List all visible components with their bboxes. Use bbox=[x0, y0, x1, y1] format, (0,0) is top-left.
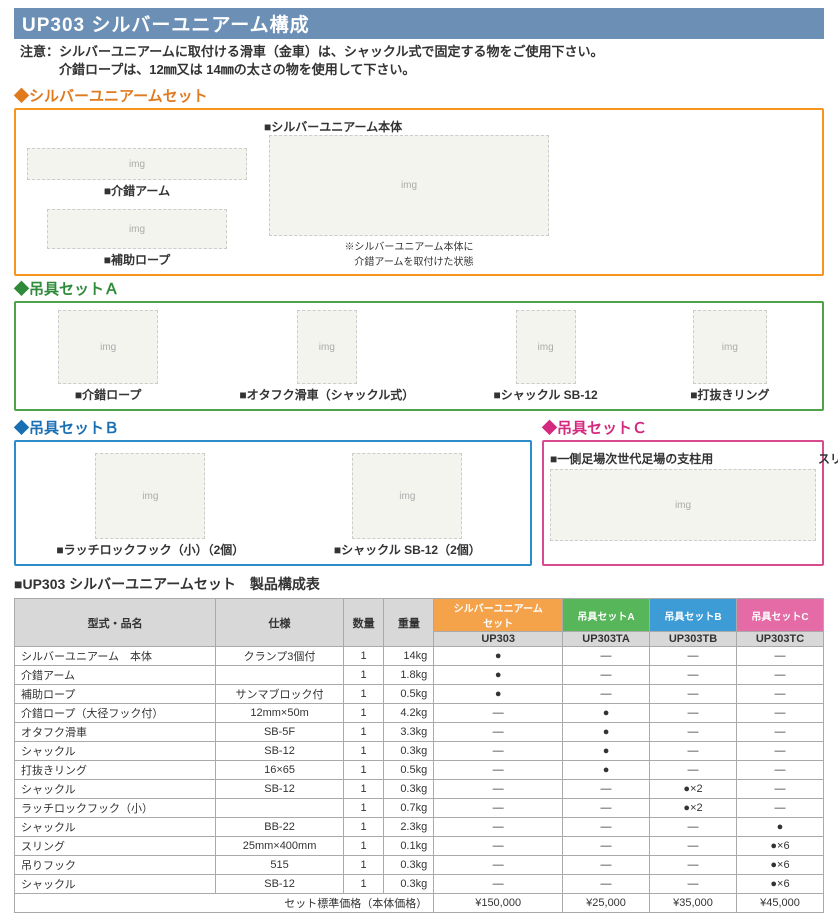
table-row: シルバーユニアーム 本体クランプ3個付114kg●——— bbox=[15, 647, 824, 666]
body-label: ■シルバーユニアーム本体 bbox=[264, 118, 402, 135]
rope-image: img bbox=[47, 209, 227, 249]
arm-image: img bbox=[27, 148, 247, 180]
price-3: ¥35,000 bbox=[650, 894, 737, 913]
caution-note: 注意：シルバーユニアームに取付ける滑車（金車）は、シャックル式で固定する物をご使… bbox=[14, 43, 824, 79]
th-s3: UP303TB bbox=[650, 632, 737, 647]
table-row: ラッチロックフック（小）10.7kg——●×2— bbox=[15, 799, 824, 818]
arm-label: ■介錯アーム bbox=[104, 182, 170, 199]
th-c2: 吊具セットA bbox=[563, 599, 650, 632]
set-c-box: ■一側足場次世代足場の支柱用 img スリング巾25mm×長さ400mm フック… bbox=[542, 440, 824, 566]
th-model: 型式・品名 bbox=[15, 599, 216, 647]
section-silver-set: ◆シルバーユニアームセット bbox=[14, 85, 824, 106]
table-row: 介錯ロープ（大径フック付）12mm×50m14.2kg—●—— bbox=[15, 704, 824, 723]
price-2: ¥25,000 bbox=[563, 894, 650, 913]
body-note: ※シルバーユニアーム本体に 介錯アームを取付けた状態 bbox=[344, 238, 473, 268]
setb-img2: img bbox=[352, 453, 462, 539]
th-c4: 吊具セットC bbox=[737, 599, 824, 632]
table-row: スリング25mm×400mm10.1kg———●×6 bbox=[15, 837, 824, 856]
rope-label: ■補助ロープ bbox=[104, 251, 171, 268]
seta-lbl2: ■オタフク滑車（シャックル式） bbox=[239, 386, 414, 403]
set-b-box: img ■ラッチロックフック（小）（2個） img ■シャックル SB-12（2個） bbox=[14, 440, 532, 566]
th-s1: UP303 bbox=[434, 632, 563, 647]
page-title: UP303 シルバーユニアーム構成 bbox=[14, 8, 824, 39]
th-wt: 重量 bbox=[384, 599, 434, 647]
body-image: img bbox=[269, 135, 549, 236]
seta-img3: img bbox=[516, 310, 576, 384]
setb-lbl2: ■シャックル SB-12（2個） bbox=[334, 541, 481, 558]
th-s2: UP303TA bbox=[563, 632, 650, 647]
setb-lbl1: ■ラッチロックフック（小）（2個） bbox=[56, 541, 244, 558]
th-c1: シルバーユニアーム セット bbox=[434, 599, 563, 632]
section-set-c: ◆吊具セットＣ bbox=[542, 417, 824, 438]
seta-lbl4: ■打抜きリング bbox=[690, 386, 769, 403]
seta-lbl3: ■シャックル SB-12 bbox=[493, 386, 597, 403]
seta-lbl1: ■介錯ロープ bbox=[75, 386, 142, 403]
seta-img4: img bbox=[693, 310, 767, 384]
th-qty: 数量 bbox=[343, 599, 384, 647]
footer-label: セット標準価格（本体価格） bbox=[15, 894, 434, 913]
table-row: シャックルSB-1210.3kg——●×2— bbox=[15, 780, 824, 799]
table-row: オタフク滑車SB-5F13.3kg—●—— bbox=[15, 723, 824, 742]
seta-img1: img bbox=[58, 310, 158, 384]
table-row: 介錯アーム11.8kg●——— bbox=[15, 666, 824, 685]
table-row: シャックルSB-1210.3kg—●—— bbox=[15, 742, 824, 761]
table-row: シャックルBB-2212.3kg———● bbox=[15, 818, 824, 837]
table-row: 補助ロープサンマブロック付10.5kg●——— bbox=[15, 685, 824, 704]
th-c3: 吊具セットB bbox=[650, 599, 737, 632]
price-4: ¥45,000 bbox=[737, 894, 824, 913]
setc-bottom: スリング巾25mm×長さ400mm フック 6個付 bbox=[818, 450, 838, 467]
table-row: 吊りフック51510.3kg———●×6 bbox=[15, 856, 824, 875]
setc-top: ■一側足場次世代足場の支柱用 bbox=[550, 450, 816, 467]
section-set-b: ◆吊具セットＢ bbox=[14, 417, 532, 438]
th-spec: 仕様 bbox=[216, 599, 343, 647]
table-body: シルバーユニアーム 本体クランプ3個付114kg●———介錯アーム11.8kg●… bbox=[15, 647, 824, 894]
note-line: 注意：シルバーユニアームに取付ける滑車（金車）は、シャックル式で固定する物をご使… bbox=[20, 44, 603, 59]
th-s4: UP303TC bbox=[737, 632, 824, 647]
silver-set-box: img ■介錯アーム img ■補助ロープ ■シルバーユニアーム本体 img ※… bbox=[14, 108, 824, 276]
table-row: 打抜きリング16×6510.5kg—●—— bbox=[15, 761, 824, 780]
seta-img2: img bbox=[297, 310, 357, 384]
table-title: ■UP303 シルバーユニアームセット 製品構成表 bbox=[14, 574, 824, 594]
setb-img1: img bbox=[95, 453, 205, 539]
table-row: シャックルSB-1210.3kg———●×6 bbox=[15, 875, 824, 894]
setc-img: img bbox=[550, 469, 816, 541]
price-1: ¥150,000 bbox=[434, 894, 563, 913]
section-set-a: ◆吊具セットＡ bbox=[14, 278, 824, 299]
spec-table: 型式・品名 仕様 数量 重量 シルバーユニアーム セット 吊具セットA 吊具セッ… bbox=[14, 598, 824, 913]
set-a-box: img ■介錯ロープ img ■オタフク滑車（シャックル式） img ■シャックル S… bbox=[14, 301, 824, 411]
note-line: 介錯ロープは、12㎜又は 14㎜の太さの物を使用して下さい。 bbox=[20, 62, 415, 77]
